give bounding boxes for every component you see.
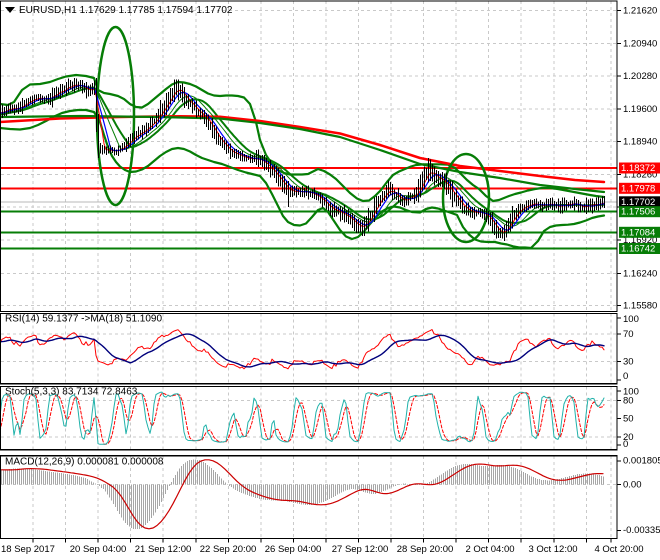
svg-text:22 Sep 20:00: 22 Sep 20:00 [200,544,257,555]
svg-text:100: 100 [623,314,639,325]
svg-text:1.17702: 1.17702 [621,197,655,208]
svg-text:1.16742: 1.16742 [621,244,655,255]
svg-text:-0.003357: -0.003357 [623,525,660,536]
svg-text:1.16920: 1.16920 [623,235,657,246]
svg-text:1.15580: 1.15580 [623,301,657,312]
svg-text:1.17978: 1.17978 [621,183,655,194]
svg-text:0: 0 [623,371,628,382]
svg-text:0.001805: 0.001805 [623,456,660,467]
svg-text:0: 0 [623,439,628,450]
svg-text:0.00: 0.00 [623,479,642,490]
svg-text:1.18940: 1.18940 [623,136,657,147]
svg-text:4 Oct 20:00: 4 Oct 20:00 [594,544,643,555]
svg-text:MACD(12,26,9) 0.000081 0.00000: MACD(12,26,9) 0.000081 0.000008 [5,456,164,467]
svg-text:26 Sep 04:00: 26 Sep 04:00 [265,544,322,555]
svg-text:30: 30 [623,356,634,367]
svg-text:1.17084: 1.17084 [621,227,655,238]
svg-text:100: 100 [623,387,639,398]
svg-text:18 Sep 2017: 18 Sep 2017 [1,544,55,555]
svg-text:28 Sep 20:00: 28 Sep 20:00 [397,544,454,555]
svg-text:1.18372: 1.18372 [621,163,655,174]
svg-text:3 Oct 12:00: 3 Oct 12:00 [528,544,577,555]
svg-text:1.16240: 1.16240 [623,268,657,279]
svg-text:Stoch(5,3,3) 83.7134 72.8463: Stoch(5,3,3) 83.7134 72.8463 [5,387,138,398]
svg-text:20: 20 [623,432,634,443]
svg-text:1.21620: 1.21620 [623,6,657,17]
svg-text:20 Sep 04:00: 20 Sep 04:00 [70,544,127,555]
svg-text:21 Sep 12:00: 21 Sep 12:00 [135,544,192,555]
svg-text:2 Oct 04:00: 2 Oct 04:00 [465,544,514,555]
svg-text:1.19600: 1.19600 [623,104,657,115]
svg-text:1.20280: 1.20280 [623,71,657,82]
svg-text:1.18260: 1.18260 [623,170,657,181]
svg-text:RSI(14) 59.1377 ->MA(18) 51.1: RSI(14) 59.1377 ->MA(18) 51.1090 [5,313,162,324]
svg-text:EURUSD,H1 1.17629 1.17785 1.1: EURUSD,H1 1.17629 1.17785 1.17594 1.1770… [19,5,233,16]
svg-text:70: 70 [623,329,634,340]
svg-text:1.20940: 1.20940 [623,39,657,50]
svg-text:27 Sep 12:00: 27 Sep 12:00 [332,544,389,555]
svg-text:50: 50 [623,414,634,425]
svg-text:80: 80 [623,395,634,406]
svg-text:1.17506: 1.17506 [621,207,655,218]
